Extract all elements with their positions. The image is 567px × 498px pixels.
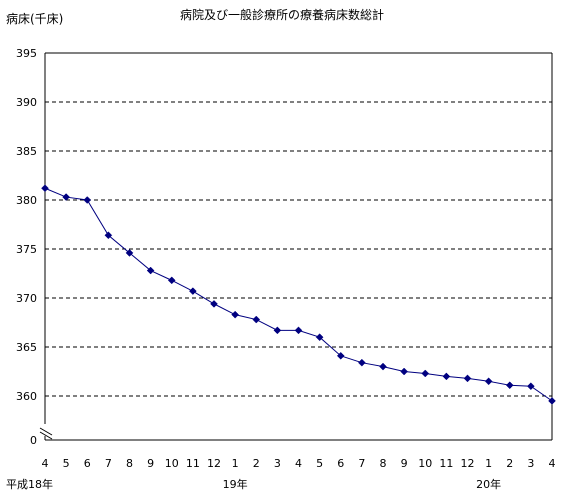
chart-title: 病院及び一般診療所の療養病床数総計 <box>180 8 385 22</box>
data-point-marker <box>548 397 556 405</box>
data-point-marker <box>421 369 430 378</box>
x-tick-label: 7 <box>105 457 112 470</box>
year-labels: 平成18年 19年 20年 <box>6 477 501 491</box>
data-point-marker <box>210 300 218 308</box>
data-point-marker <box>252 315 261 324</box>
data-point-marker <box>189 287 197 295</box>
y-tick-label: 360 <box>16 390 37 403</box>
x-tick-label: 9 <box>147 457 154 470</box>
data-points <box>41 184 556 405</box>
x-tick-label: 8 <box>126 457 133 470</box>
x-tick-label: 9 <box>401 457 408 470</box>
data-point-marker <box>442 372 451 381</box>
y-tick-label: 380 <box>16 194 37 207</box>
data-point-marker <box>62 193 70 201</box>
x-tick-label: 3 <box>527 457 534 470</box>
y-tick-label: 390 <box>16 96 37 109</box>
x-tick-label: 12 <box>461 457 475 470</box>
x-tick-label: 4 <box>42 457 49 470</box>
y-tick-label: 370 <box>16 292 37 305</box>
year-label: 平成18年 <box>6 477 53 491</box>
data-point-marker <box>125 249 134 257</box>
x-tick-label: 6 <box>337 457 344 470</box>
gridlines <box>45 52 552 397</box>
data-point-marker <box>167 276 176 285</box>
data-point-marker <box>336 351 345 360</box>
axis-break-mark <box>39 427 53 436</box>
series-line <box>44 187 553 402</box>
x-tick-label: 10 <box>165 457 179 470</box>
x-tick-label: 2 <box>506 457 513 470</box>
x-tick-label: 1 <box>232 457 239 470</box>
data-point-marker <box>484 377 493 386</box>
data-point-marker <box>358 358 366 367</box>
x-tick-label: 5 <box>63 457 70 470</box>
x-tick-label: 12 <box>207 457 221 470</box>
data-point-marker <box>315 333 324 342</box>
x-tick-label: 4 <box>295 457 302 470</box>
x-tick-labels: 4 5 6 7 8 9 10 11 12 1 2 3 4 5 6 7 8 9 10 11 12 1 2 3 4 <box>42 457 556 470</box>
x-tick-label: 2 <box>253 457 260 470</box>
x-tick-label: 6 <box>84 457 91 470</box>
data-point-marker <box>41 184 49 193</box>
data-point-marker <box>400 367 408 376</box>
year-label: 20年 <box>476 477 501 491</box>
x-tick-label: 3 <box>274 457 281 470</box>
data-point-marker <box>379 362 387 371</box>
y-tick-label: 365 <box>16 341 37 354</box>
y-tick-label: 385 <box>16 145 37 158</box>
data-point-marker <box>146 266 155 275</box>
data-point-marker <box>527 382 535 391</box>
data-point-marker <box>463 374 472 383</box>
series-line-path <box>44 187 553 402</box>
y-tick-label: 375 <box>16 243 37 256</box>
axis-break-mark <box>39 431 53 440</box>
data-point-marker <box>505 381 514 390</box>
year-label: 19年 <box>223 477 248 491</box>
data-point-marker <box>273 326 282 335</box>
y-tick-label: 395 <box>16 47 37 60</box>
data-point-marker <box>294 326 303 335</box>
x-tick-label: 7 <box>358 457 365 470</box>
y-axis-unit-label: 病床(千床) <box>6 12 64 26</box>
x-tick-label: 8 <box>380 457 387 470</box>
x-tick-label: 1 <box>485 457 492 470</box>
axes <box>39 53 553 441</box>
y-tick-labels: 0 360 365 370 375 380 385 390 395 <box>16 47 37 447</box>
x-tick-label: 5 <box>316 457 323 470</box>
x-tick-label: 10 <box>418 457 432 470</box>
data-point-marker <box>104 231 113 240</box>
data-point-marker <box>83 196 92 204</box>
x-tick-label: 4 <box>549 457 556 470</box>
x-tick-label: 11 <box>439 457 453 470</box>
x-tick-label: 11 <box>186 457 200 470</box>
data-point-marker <box>231 310 239 319</box>
y-tick-label: 0 <box>30 434 37 447</box>
